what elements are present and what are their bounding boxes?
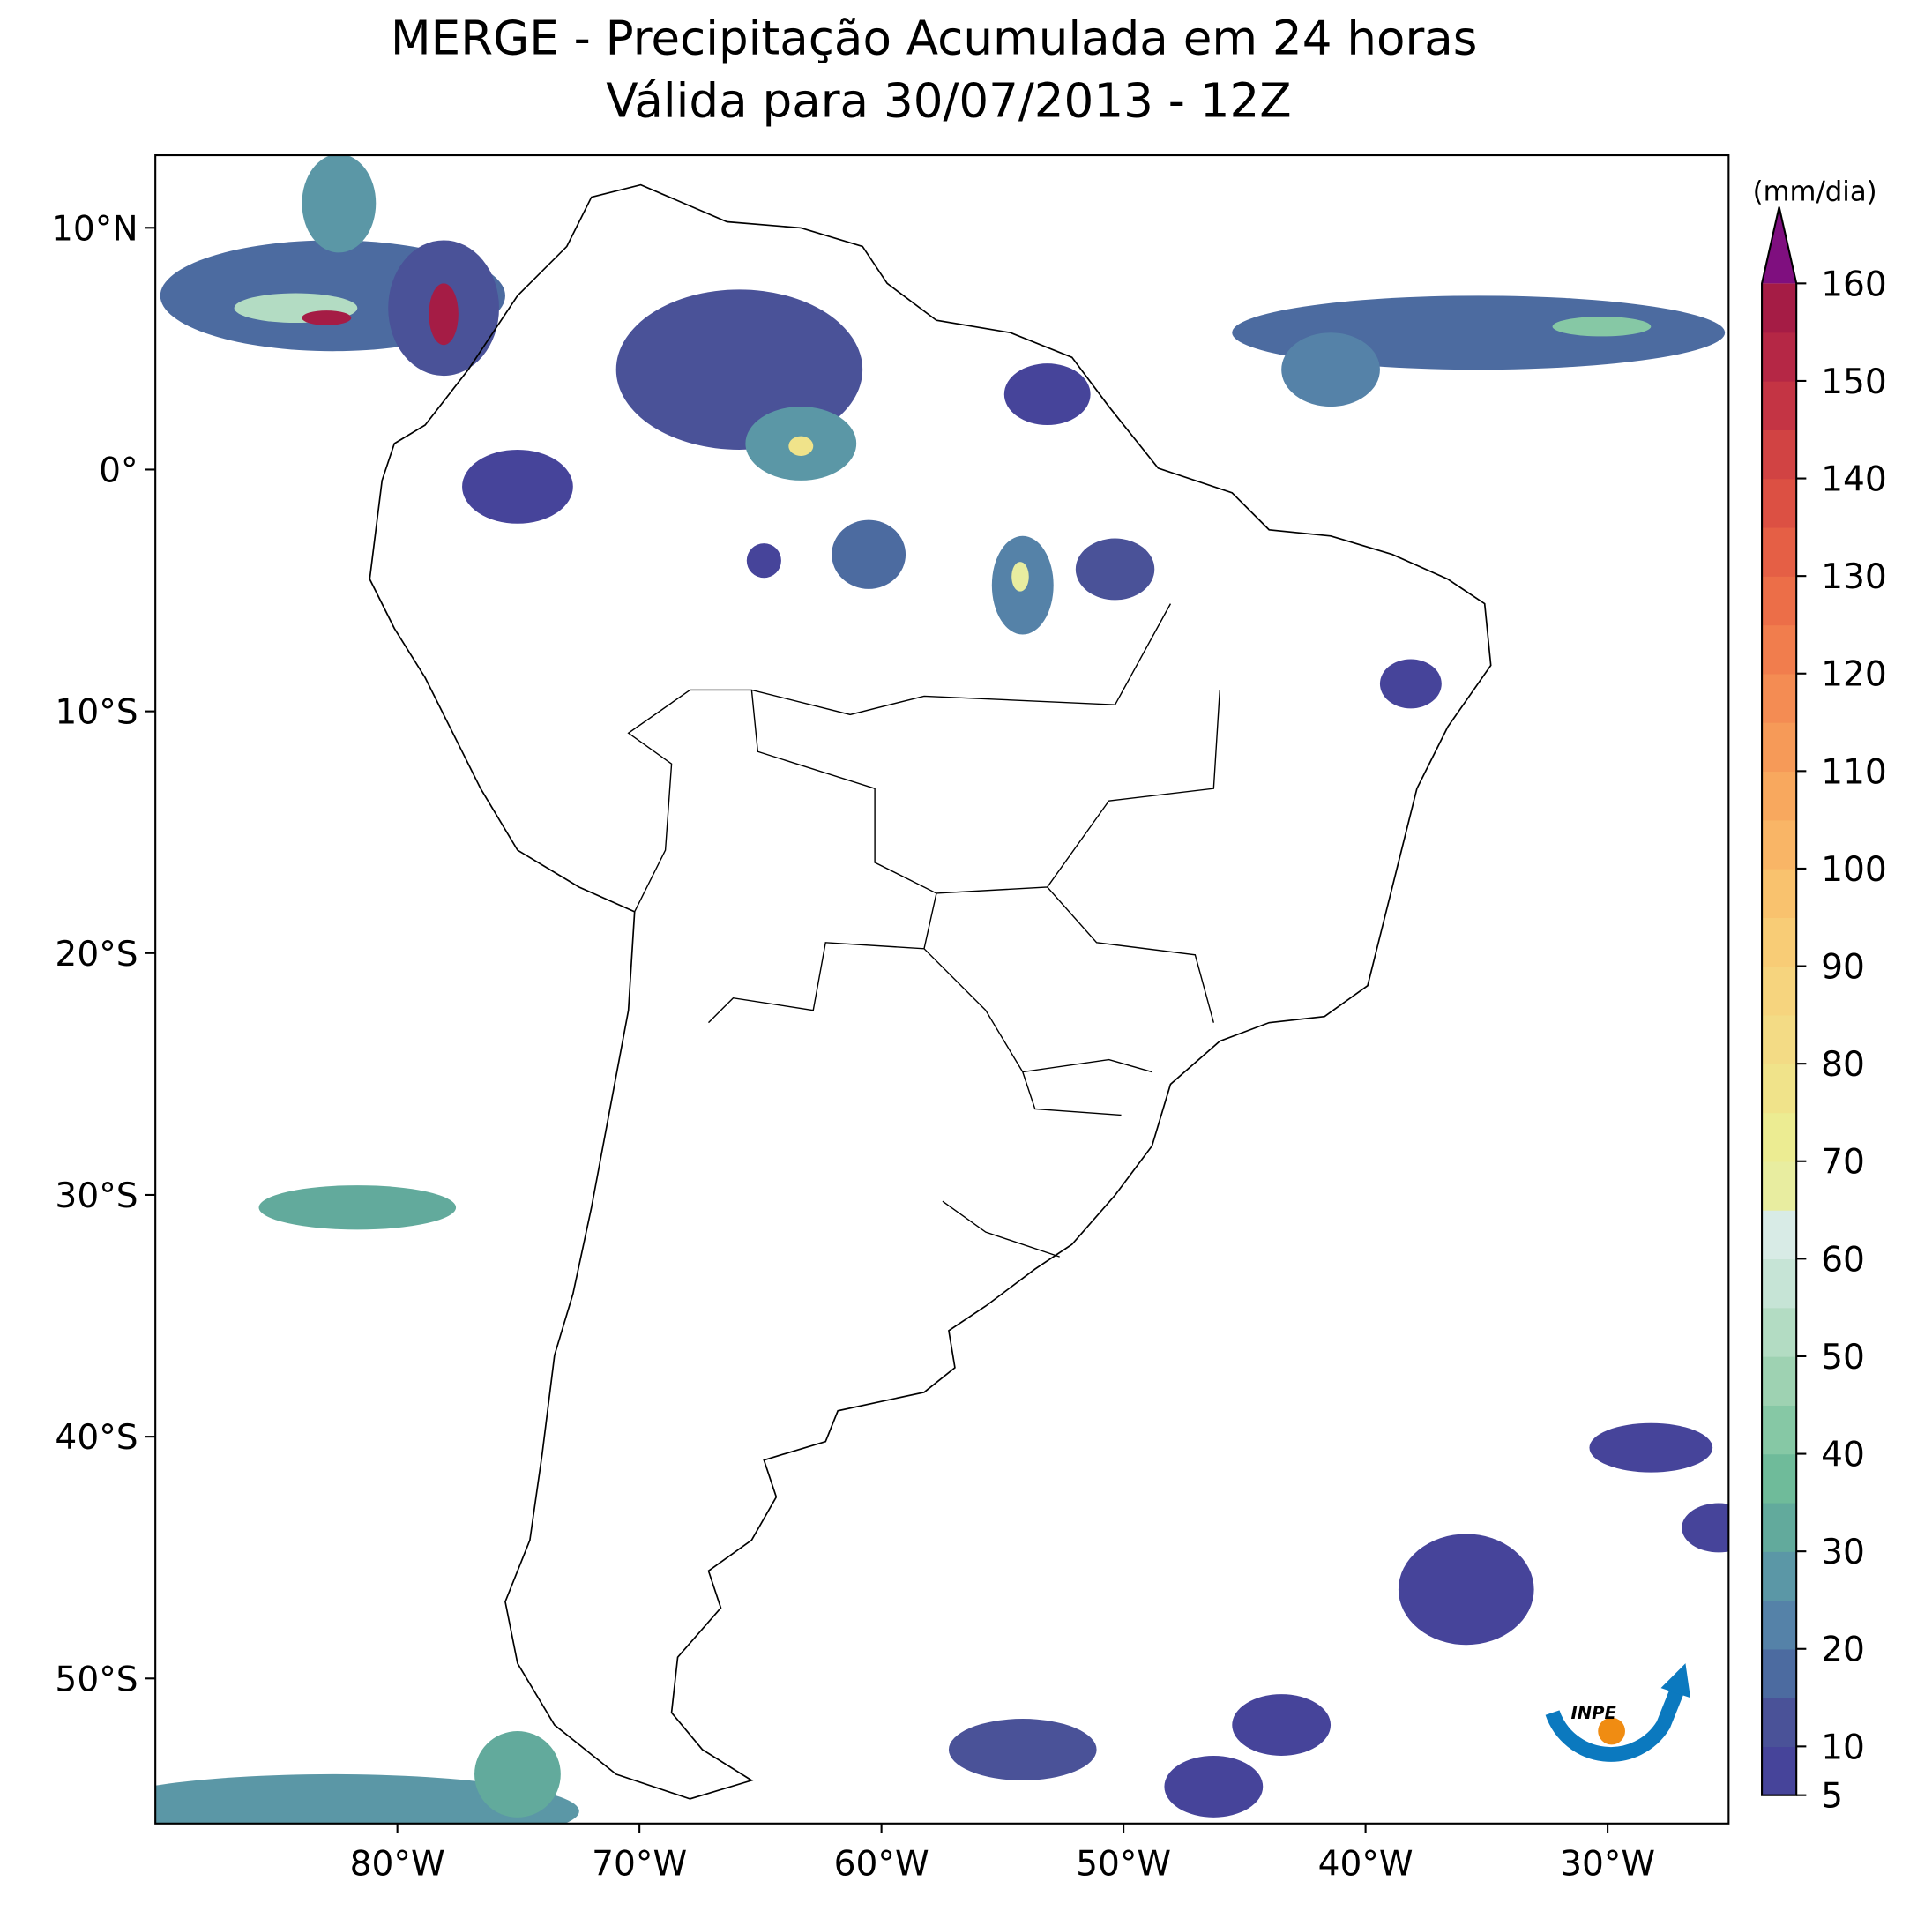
colorbar-tick-label: 60 (1821, 1240, 1865, 1280)
colorbar-bin (1762, 526, 1797, 577)
colorbar-tick-label: 5 (1821, 1777, 1843, 1817)
colorbar-tick-label: 50 (1821, 1338, 1865, 1377)
colorbar-bin (1762, 1355, 1797, 1406)
colorbar-bin (1762, 722, 1797, 773)
colorbar-bin (1762, 673, 1797, 723)
colorbar-bin (1762, 1698, 1797, 1748)
colorbar-bin (1762, 1014, 1797, 1064)
colorbar-tick-label: 20 (1821, 1631, 1865, 1670)
colorbar-bin (1762, 1600, 1797, 1650)
y-tick-label: 10°S (55, 693, 138, 733)
colorbar-tick-label: 110 (1821, 752, 1887, 792)
colorbar-bin (1762, 332, 1797, 382)
colorbar-bin (1762, 380, 1797, 430)
colorbar-bin (1762, 1648, 1797, 1698)
x-tick-label: 30°W (1560, 1844, 1655, 1884)
colorbar-tick-label: 160 (1821, 265, 1887, 304)
y-tick-label: 0° (99, 451, 138, 490)
colorbar-tick-label: 100 (1821, 850, 1887, 890)
colorbar-bin (1762, 1064, 1797, 1114)
colorbar-tick-label: 40 (1821, 1436, 1865, 1475)
logo: INPE (1545, 1663, 1691, 1762)
coastline (369, 183, 1492, 1800)
colorbar-bin (1762, 283, 1797, 333)
subtitle: Válida para 30/07/2013 - 12Z (606, 74, 1291, 129)
colorbar-tick-label: 80 (1821, 1045, 1865, 1085)
colorbar-bin (1762, 1307, 1797, 1357)
y-tick-label: 50°S (55, 1660, 138, 1699)
y-tick-label: 20°S (55, 935, 138, 974)
title: MERGE - Precipitação Acumulada em 24 hor… (391, 11, 1478, 65)
colorbar-bin (1762, 1112, 1797, 1162)
y-tick-label: 40°S (55, 1418, 138, 1458)
colorbar-tick-label: 140 (1821, 460, 1887, 500)
colorbar-tick-label: 120 (1821, 655, 1887, 695)
colorbar-bin (1762, 478, 1797, 528)
colorbar-bin (1762, 1405, 1797, 1455)
colorbar-bin (1762, 966, 1797, 1016)
colorbar-bin (1762, 1502, 1797, 1552)
colorbar-bin (1762, 868, 1797, 918)
colorbar-bin (1762, 917, 1797, 967)
x-tick-label: 70°W (592, 1844, 687, 1884)
borders (627, 603, 1221, 1258)
colorbar-bin (1762, 624, 1797, 675)
y-tick-label: 10°N (51, 209, 138, 249)
colorbar-tick-label: 10 (1821, 1728, 1865, 1767)
colorbar-tick-label: 130 (1821, 557, 1887, 597)
colorbar-bin (1762, 576, 1797, 626)
colorbar-tick-label: 70 (1821, 1143, 1865, 1183)
colorbar-bin (1762, 1551, 1797, 1601)
colorbar-extend (1762, 206, 1797, 284)
colorbar-bin (1762, 1453, 1797, 1504)
colorbar-frame (1761, 206, 1798, 1796)
colorbar-tick-label: 90 (1821, 948, 1865, 988)
precipitation-field (155, 155, 1729, 1824)
colorbar-bin (1762, 1258, 1797, 1309)
colorbar-tick-label: 150 (1821, 362, 1887, 402)
y-tick-label: 30°S (55, 1176, 138, 1216)
colorbar-bin (1762, 429, 1797, 480)
colorbar-bin (1762, 771, 1797, 821)
colorbar-bin (1762, 1746, 1797, 1796)
x-tick-label: 40°W (1318, 1844, 1414, 1884)
colorbar-tick-label: 30 (1821, 1533, 1865, 1572)
x-tick-label: 60°W (834, 1844, 929, 1884)
colorbar-bin (1762, 819, 1797, 870)
colorbar-bin (1762, 1161, 1797, 1211)
x-tick-label: 80°W (350, 1844, 445, 1884)
colorbar-label: (mm/dia) (1753, 176, 1877, 208)
logo-text: INPE (1571, 1703, 1617, 1723)
map (154, 153, 1730, 1825)
map-frame (154, 153, 1730, 1825)
colorbar-bin (1762, 1210, 1797, 1260)
x-tick-label: 50°W (1076, 1844, 1171, 1884)
